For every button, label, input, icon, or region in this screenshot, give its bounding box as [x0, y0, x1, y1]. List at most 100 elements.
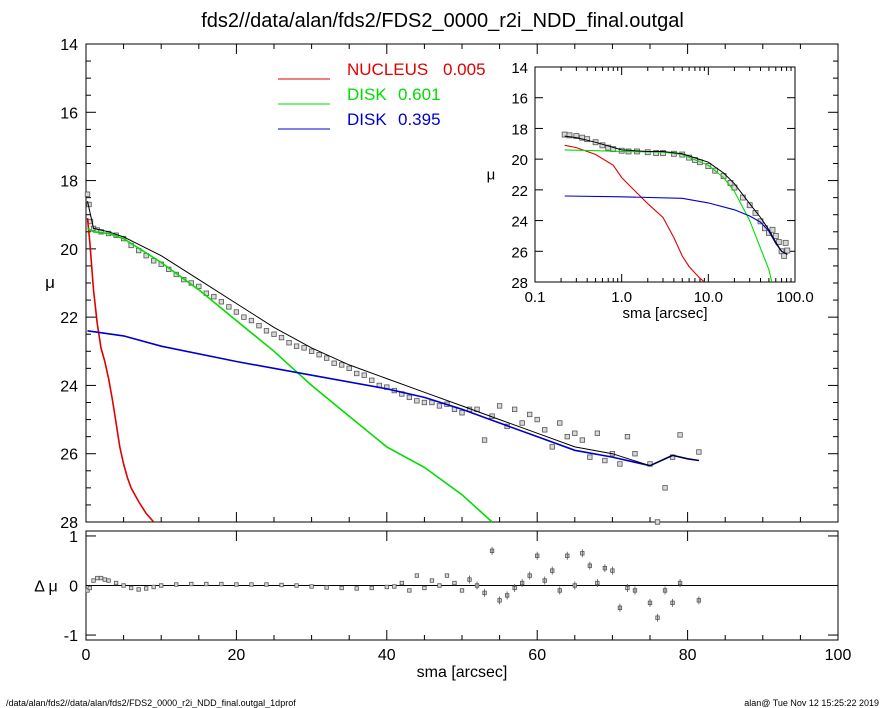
residual-data-point	[219, 581, 224, 587]
inset-ylabel: μ	[487, 167, 496, 184]
main-series-nucleus-e00000	[86, 218, 155, 523]
main-ytick-label: 24	[60, 378, 78, 395]
inset-plot-frame	[534, 66, 796, 283]
inset-ytick-label: 16	[511, 91, 528, 108]
legend-label: DISK	[347, 85, 387, 104]
footer-left-path: /data/alan/fds2//data/alan/fds2/FDS2_000…	[6, 698, 296, 708]
main-data-point	[323, 355, 330, 361]
main-data-point	[519, 420, 525, 426]
residual-data-point	[437, 583, 442, 588]
residual-data-point	[399, 580, 404, 586]
legend-label: NUCLEUS	[347, 60, 428, 79]
main-ytick-label: 28	[60, 515, 78, 532]
main-ytick-label: 18	[60, 174, 78, 191]
inset-data-point	[784, 247, 791, 254]
main-data-point	[241, 314, 247, 320]
inset-xtick-label: 100.0	[776, 289, 814, 306]
main-data-point	[308, 348, 315, 354]
inset-xlabel: sma [arcsec]	[622, 305, 707, 322]
main-series-disk-00dd00	[87, 227, 493, 523]
inset-data-point	[782, 239, 789, 246]
main-data-point	[406, 394, 413, 401]
residual-data-point	[151, 584, 156, 590]
legend-label: DISK	[347, 110, 387, 129]
residual-data-point	[98, 575, 104, 581]
residual-data-point	[121, 583, 126, 588]
main-data-point	[534, 416, 540, 423]
main-data-point	[557, 420, 563, 426]
main-data-point	[632, 451, 638, 457]
main-data-point	[301, 345, 307, 351]
main-data-point	[564, 433, 570, 440]
main-data-point	[346, 365, 352, 372]
main-data-point	[263, 328, 270, 334]
main-data-point	[278, 334, 285, 341]
inset-series-nucleus-e00000	[564, 144, 705, 283]
inset-ytick-label: 20	[511, 152, 528, 169]
residual-data-point	[113, 580, 119, 586]
main-data-point	[602, 457, 608, 464]
main-data-point	[331, 360, 337, 366]
residual-data-point	[279, 582, 284, 588]
residual-xtick-label: 20	[228, 647, 246, 664]
residual-data-point	[85, 588, 90, 593]
main-data-point	[211, 294, 217, 300]
main-data-point	[579, 437, 585, 443]
residual-ytick-label: 0	[69, 579, 78, 596]
main-data-point	[271, 331, 277, 337]
residual-ytick-label: -1	[64, 628, 78, 645]
main-data-point	[414, 398, 420, 404]
main-data-point	[696, 449, 702, 455]
main-data-point	[226, 304, 232, 310]
inset-ytick-label: 24	[511, 214, 528, 231]
inset-ytick-label: 26	[511, 244, 528, 261]
residual-data-point	[159, 583, 164, 588]
inset-data-point	[769, 226, 776, 233]
main-ytick-label: 26	[60, 447, 78, 464]
main-data-point	[421, 399, 428, 406]
inset-ytick-label: 28	[511, 275, 528, 292]
residual-xtick-label: 0	[82, 647, 91, 664]
main-data-point	[293, 343, 300, 349]
residual-data-point	[369, 585, 374, 591]
main-ytick-label: 14	[60, 37, 78, 54]
page-title: fds2//data/alan/fds2/FDS2_0000_r2i_NDD_f…	[201, 10, 684, 32]
residual-data-point	[174, 582, 179, 587]
inset-data-point	[746, 202, 753, 209]
legend-value: 0.005	[443, 60, 486, 79]
main-data-point	[496, 403, 503, 409]
inset-xtick-label: 1.0	[611, 289, 632, 306]
main-data-point	[617, 461, 623, 467]
residual-xtick-label: 40	[378, 647, 396, 664]
main-data-point	[527, 411, 533, 418]
residual-data-point	[102, 577, 107, 582]
main-data-point	[677, 432, 683, 438]
inset-data-point	[705, 163, 712, 169]
main-data-point	[286, 340, 292, 346]
main-data-point	[436, 403, 443, 409]
main-ytick-label: 16	[60, 105, 78, 122]
main-data-point	[654, 519, 661, 525]
inset-data-point	[566, 132, 573, 139]
residual-data-point	[384, 584, 389, 590]
main-ylabel: μ	[45, 273, 55, 292]
main-data-point	[511, 406, 518, 412]
main-ytick-label: 22	[60, 310, 78, 327]
main-data-point	[84, 191, 91, 197]
main-data-point	[594, 430, 601, 436]
residual-data-point	[87, 585, 92, 591]
main-data-point	[256, 323, 262, 329]
residual-data-point	[189, 581, 194, 587]
inset-data-point	[653, 150, 660, 156]
residual-data-point	[339, 585, 344, 591]
residual-data-point	[444, 573, 450, 578]
main-data-point	[316, 352, 322, 358]
main-data-point	[196, 283, 202, 290]
main-data-point	[233, 309, 240, 315]
residual-data-point	[264, 582, 269, 587]
main-data-point	[369, 377, 375, 383]
residual-data-point	[392, 584, 397, 589]
residual-data-point	[234, 582, 239, 587]
residual-ylabel: Δ μ	[34, 579, 57, 596]
main-data-point	[361, 372, 367, 378]
